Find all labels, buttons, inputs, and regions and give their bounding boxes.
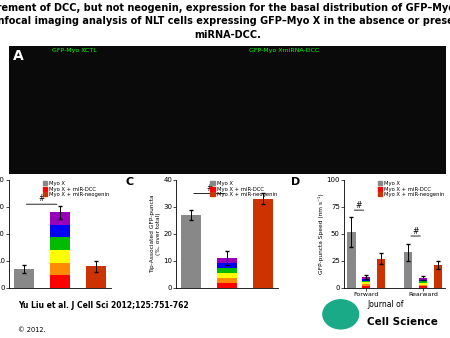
Legend: Myo X, Myo X + miR-DCC, Myo X + miR-neogenin: Myo X, Myo X + miR-DCC, Myo X + miR-neog…	[377, 180, 445, 198]
Bar	[377, 259, 385, 288]
Bar	[419, 281, 427, 283]
Bar	[347, 232, 356, 288]
Text: D: D	[291, 177, 301, 187]
Bar	[217, 283, 237, 288]
Bar	[362, 286, 370, 288]
Bar	[50, 275, 70, 288]
Y-axis label: Tip-Associated GFP-puncta
(%, over total): Tip-Associated GFP-puncta (%, over total…	[150, 195, 161, 273]
Text: #: #	[413, 227, 419, 236]
Text: C: C	[126, 177, 134, 187]
Legend: Myo X, Myo X + miR-DCC, Myo X + miR-neogenin: Myo X, Myo X + miR-DCC, Myo X + miR-neog…	[42, 180, 110, 198]
Bar	[419, 280, 427, 281]
Bar	[50, 225, 70, 237]
Bar	[362, 282, 370, 284]
Text: Journal of: Journal of	[367, 300, 404, 309]
Text: #: #	[206, 184, 212, 193]
Bar	[14, 269, 33, 288]
Bar	[50, 250, 70, 263]
Bar	[217, 273, 237, 278]
Text: © 2012.: © 2012.	[18, 327, 45, 333]
Bar	[419, 283, 427, 285]
Bar	[181, 215, 201, 288]
Bar	[217, 263, 237, 268]
Bar	[404, 252, 412, 288]
Legend: Myo X, Myo X + miR-DCC, Myo X + miR-neogenin: Myo X, Myo X + miR-DCC, Myo X + miR-neog…	[210, 180, 278, 198]
Text: #: #	[38, 194, 45, 203]
Bar	[362, 279, 370, 281]
Bar	[419, 278, 427, 280]
Y-axis label: GFP-puncta Speed (nm s⁻¹): GFP-puncta Speed (nm s⁻¹)	[318, 193, 324, 274]
Bar	[253, 199, 274, 288]
Bar	[362, 281, 370, 282]
Bar	[50, 212, 70, 225]
Text: A: A	[14, 49, 24, 64]
Text: #: #	[356, 201, 362, 210]
Ellipse shape	[322, 299, 359, 330]
Bar	[217, 258, 237, 263]
Bar	[50, 237, 70, 250]
Text: GFP-Myo XCTL: GFP-Myo XCTL	[52, 48, 97, 53]
Bar	[217, 268, 237, 273]
Bar	[50, 263, 70, 275]
Bar	[86, 266, 106, 288]
Bar	[419, 286, 427, 288]
Bar	[362, 277, 370, 279]
Text: Yu Liu et al. J Cell Sci 2012;125:751-762: Yu Liu et al. J Cell Sci 2012;125:751-76…	[18, 301, 189, 310]
Text: Cell Science: Cell Science	[367, 317, 438, 327]
Bar	[434, 265, 442, 288]
Bar	[362, 284, 370, 286]
Text: GFP-Myo XmiRNA-DCC: GFP-Myo XmiRNA-DCC	[249, 48, 319, 53]
Bar	[419, 285, 427, 286]
Text: Requirement of DCC, but not neogenin, expression for the basal distribution of G: Requirement of DCC, but not neogenin, ex…	[0, 3, 450, 40]
Bar	[217, 278, 237, 283]
